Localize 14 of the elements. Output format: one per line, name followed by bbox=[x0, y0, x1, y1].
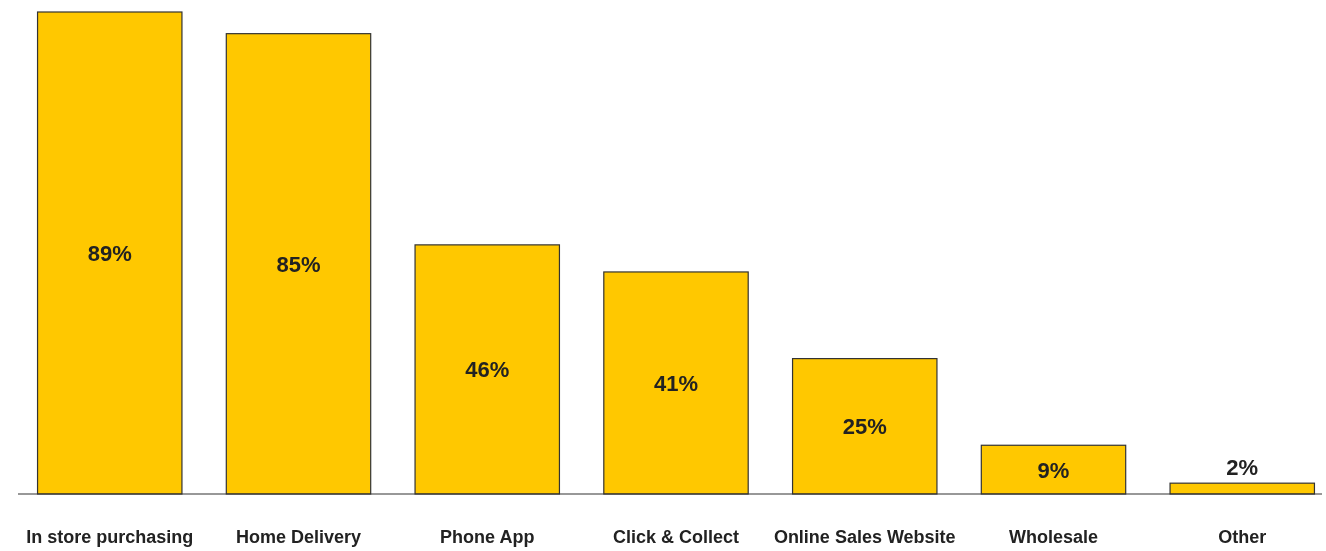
x-tick-label: Home Delivery bbox=[235, 527, 362, 547]
x-tick-label: In store purchasing bbox=[26, 527, 194, 547]
x-tick-label: Other bbox=[1218, 527, 1267, 547]
x-tick-label: Click & Collect bbox=[612, 527, 740, 547]
data-label: 2% bbox=[1226, 455, 1259, 481]
x-tick-label: Phone App bbox=[440, 527, 535, 547]
data-label: 9% bbox=[1037, 457, 1070, 483]
data-label: 89% bbox=[87, 241, 132, 266]
data-label: 41% bbox=[653, 370, 699, 396]
data-label: 46% bbox=[465, 357, 510, 383]
data-label: 85% bbox=[276, 251, 321, 277]
data-label: 25% bbox=[842, 414, 887, 440]
x-tick-label: Wholesale bbox=[1008, 527, 1099, 547]
x-tick-label: Online Sales Website bbox=[773, 527, 956, 547]
